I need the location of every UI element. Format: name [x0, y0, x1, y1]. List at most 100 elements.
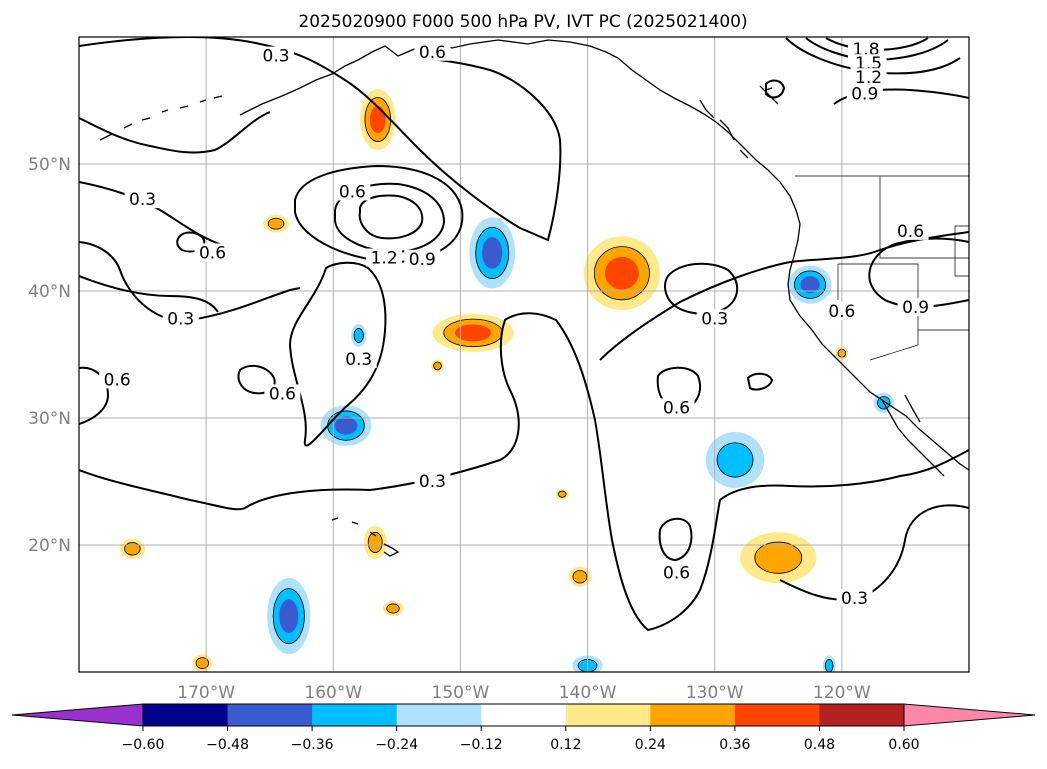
colorbar-tick-label: −0.36 — [291, 737, 334, 753]
ivt-blob — [788, 265, 832, 304]
y-tick-label: 30°N — [28, 409, 71, 429]
contour-label-bg — [414, 472, 451, 491]
chart-title: 2025020900 F000 500 hPa PV, IVT PC (2025… — [298, 12, 747, 32]
pv-contours — [79, 37, 969, 632]
pv-contour-line — [358, 194, 424, 240]
contour-label-bg — [264, 384, 301, 403]
colorbar-tick-label: 0.12 — [550, 737, 581, 753]
coastlines — [99, 39, 969, 557]
y-axis-ticks: 20°N 30°N 40°N 50°N — [28, 155, 71, 556]
ivt-level-fill — [572, 570, 588, 584]
contour-label-bg — [366, 248, 403, 267]
contour-label-bg — [850, 54, 887, 73]
contour-label-bg — [850, 68, 887, 87]
pv-contour-line — [765, 79, 786, 99]
ivt-level-fill — [369, 106, 386, 134]
ivt-level-fill — [455, 324, 492, 342]
ivt-blob — [555, 489, 569, 500]
ivt-blob — [431, 359, 444, 373]
x-axis-ticks: 170°W 160°W 150°W 140°W 130°W 120°W — [177, 683, 871, 703]
colorbar-segment — [650, 704, 736, 726]
colorbar-tick-label: −0.60 — [122, 737, 165, 753]
ivt-level-fill — [800, 276, 820, 294]
contour-label: 0.6 — [663, 563, 690, 583]
pv-contour-line — [79, 275, 219, 313]
colorbar-segment — [565, 704, 651, 726]
x-tick-label: 120°W — [813, 683, 871, 703]
contour-label-bg — [334, 182, 371, 201]
ivt-level-fill — [557, 490, 567, 498]
contour-label-bg — [658, 398, 695, 417]
pv-contour-line — [658, 517, 693, 562]
colorbar-frame — [142, 703, 905, 727]
pv-contour-line — [333, 182, 446, 254]
colorbar-tick-label: −0.48 — [206, 737, 249, 753]
contour-label-bg — [258, 46, 295, 65]
ivt-level-fill — [754, 541, 803, 574]
pv-contour-line — [746, 372, 774, 391]
ivt-level-fill — [604, 256, 639, 290]
colorbar-segment — [227, 704, 313, 726]
pv-contour-line — [79, 111, 271, 154]
graticule — [79, 37, 969, 672]
ivt-level-fill — [367, 531, 383, 554]
ivt-blob — [382, 600, 404, 617]
contour-label: 0.3 — [701, 309, 728, 329]
ivt-blob — [363, 525, 387, 559]
ivt-blob — [822, 655, 836, 672]
ivt-blob — [119, 538, 146, 559]
ivt-blob — [263, 214, 289, 233]
ivt-blob — [192, 654, 213, 672]
ivt-shading-layer — [119, 89, 894, 672]
contour-label: 0.9 — [902, 298, 929, 318]
state-borders — [795, 175, 969, 361]
ivt-level-fill — [353, 328, 364, 343]
ivt-blob — [432, 313, 514, 352]
contour-label-bg — [194, 243, 231, 262]
coastline-alaska — [239, 39, 801, 257]
ivt-blob — [351, 324, 367, 347]
contour-label-bg — [99, 370, 136, 389]
contour-label: 0.9 — [851, 85, 878, 105]
colorbar-tick-label: 0.48 — [804, 737, 835, 753]
ivt-level-fill — [433, 361, 442, 371]
x-tick-label: 160°W — [304, 683, 362, 703]
contour-label-bg — [658, 563, 695, 582]
contour-label: 1.2 — [855, 68, 882, 88]
contour-label: 0.3 — [419, 472, 446, 492]
contour-label: 0.6 — [663, 398, 690, 418]
ivt-blob — [267, 578, 311, 655]
ivt-level-fill — [267, 217, 285, 230]
y-tick-label: 40°N — [28, 282, 71, 302]
contour-label: 0.6 — [897, 222, 924, 242]
colorbar-tick-label: 0.36 — [719, 737, 750, 753]
contour-label-bg — [848, 40, 885, 59]
colorbar-extend-low — [11, 703, 144, 727]
pv-contour-line — [79, 241, 301, 322]
coastline-hawaii — [331, 517, 400, 557]
ivt-blob — [705, 431, 765, 488]
x-tick-label: 170°W — [177, 683, 235, 703]
pv-contour-line — [79, 312, 969, 632]
contour-label: 0.3 — [167, 309, 194, 329]
contour-label-bg — [124, 190, 161, 209]
contour-label-bg — [846, 84, 883, 103]
colorbar-segment — [734, 704, 820, 726]
ivt-level-fill — [124, 542, 141, 556]
ivt-level-fill — [386, 603, 400, 614]
coastline-canada-islands — [699, 85, 779, 159]
contour-label: 0.6 — [828, 302, 855, 322]
colorbar-tick-label: −0.24 — [375, 737, 418, 753]
contour-label: 0.9 — [409, 250, 436, 270]
contour-label-bg — [897, 298, 934, 317]
pv-contour-line — [294, 164, 464, 264]
contour-label: 0.6 — [269, 384, 296, 404]
contour-label-bg — [162, 309, 199, 328]
contour-labels: 0.30.30.61.2 0.90.60.30.60.30.60.30.6 1.81… — [99, 40, 934, 609]
map-frame — [78, 36, 970, 673]
colorbar-tick-label: 0.60 — [888, 737, 919, 753]
contour-label: 0.3 — [841, 589, 868, 609]
y-tick-label: 50°N — [28, 155, 71, 175]
